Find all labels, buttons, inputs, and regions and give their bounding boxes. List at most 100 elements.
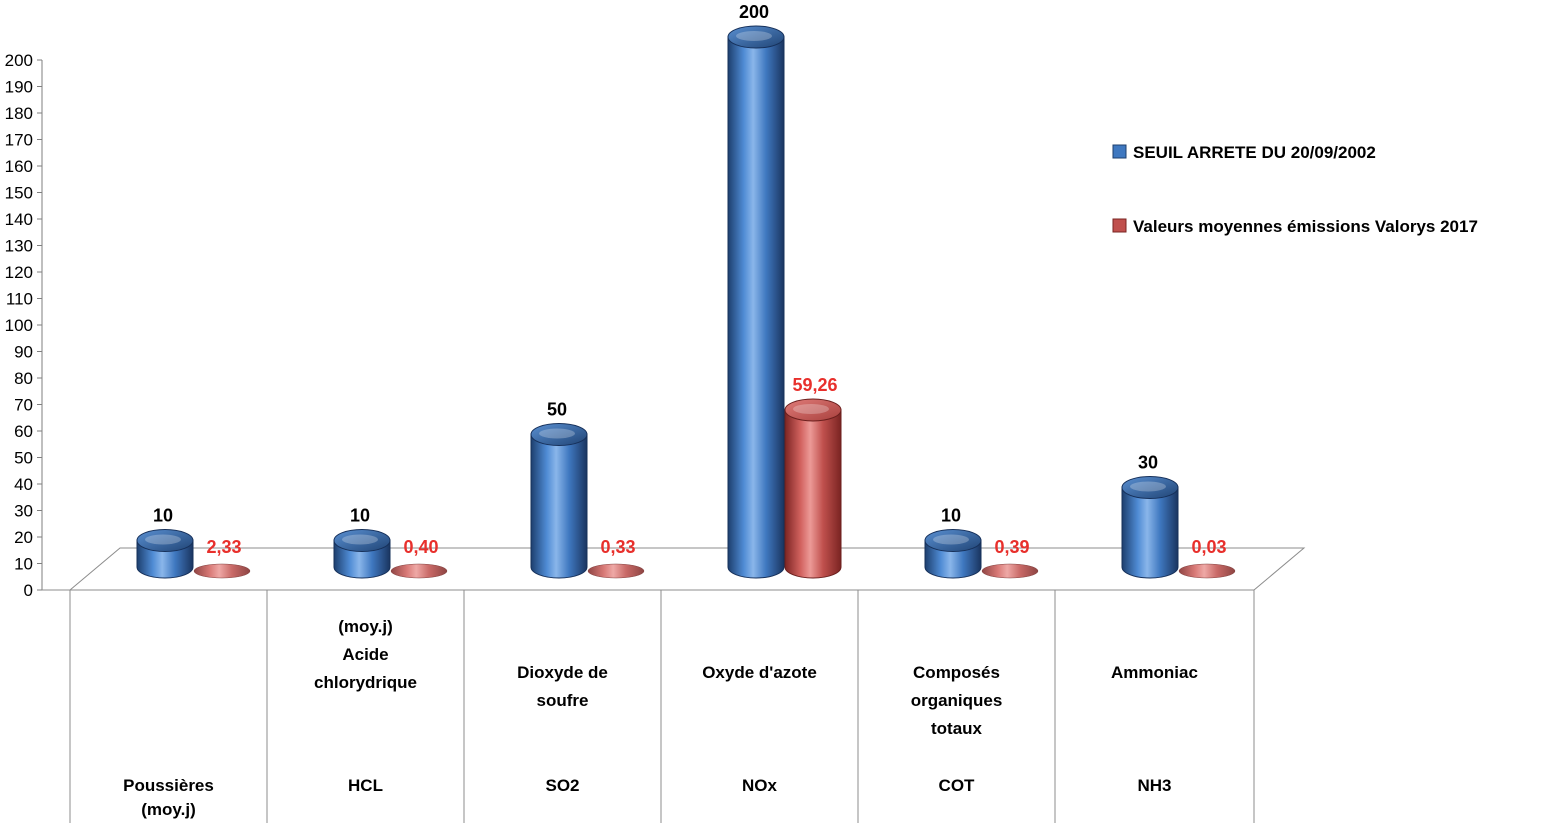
bar-top-shine (539, 428, 575, 439)
y-tick-label: 40 (14, 475, 33, 494)
legend-label-series-2: Valeurs moyennes émissions Valorys 2017 (1133, 217, 1478, 236)
bar-top (530, 423, 588, 446)
category-code: Poussières (123, 776, 214, 795)
category-cell-1: (moy.j) Acide chlorydrique HCL (314, 617, 417, 795)
bar-body (784, 409, 842, 579)
category-name-line: organiques (911, 691, 1003, 710)
bar-valorys-1 (390, 563, 448, 579)
bar-top (727, 25, 785, 49)
category-table: Poussières (moy.j) (moy.j) Acide chlorydriqu… (69, 590, 1255, 823)
bar-body (530, 434, 588, 579)
y-tick-label: 120 (5, 263, 33, 282)
category-name-line: chlorydrique (314, 673, 417, 692)
category-cell-5: Ammoniac NH3 (1111, 663, 1198, 795)
y-tick-label: 200 (5, 51, 33, 70)
bar-valorys-2 (587, 563, 645, 579)
bar-valorys-5 (1178, 563, 1236, 579)
y-tick-label: 130 (5, 237, 33, 256)
bar-top-shine (342, 534, 378, 545)
bar-seuil-5 (1121, 476, 1179, 579)
bar-body (1121, 487, 1179, 579)
bar-valorys-3 (784, 398, 842, 579)
y-tick-label: 140 (5, 210, 33, 229)
legend: SEUIL ARRETE DU 20/09/2002 Valeurs moyen… (1112, 143, 1478, 236)
bar-disk (981, 563, 1039, 579)
data-label-seuil: 10 (153, 506, 173, 526)
category-code: SO2 (545, 776, 579, 795)
y-axis: 0 10 20 30 40 50 60 70 80 90 100 110 120 130 140 150 160… (5, 51, 43, 600)
bar-disk (587, 563, 645, 579)
category-name-line: soufre (537, 691, 589, 710)
y-tick-label: 70 (14, 396, 33, 415)
bar-disk (193, 563, 251, 579)
bar-top (924, 529, 982, 552)
category-code: HCL (348, 776, 383, 795)
y-tick-label: 30 (14, 502, 33, 521)
data-label-valorys: 0,33 (600, 537, 635, 557)
bars (136, 25, 1236, 579)
category-name-line: totaux (931, 719, 983, 738)
category-name-line: (moy.j) (338, 617, 392, 636)
bar-top (1121, 476, 1179, 499)
bar-top (136, 529, 194, 552)
y-tick-label: 10 (14, 555, 33, 574)
category-cell-2: Dioxyde de soufre SO2 (517, 663, 608, 795)
bar-seuil-4 (924, 529, 982, 579)
data-label-valorys: 0,39 (994, 537, 1029, 557)
category-name-line: Acide (342, 645, 388, 664)
bar-top-shine (736, 31, 772, 41)
y-tick-label: 110 (6, 290, 33, 309)
bar-top (333, 529, 391, 552)
y-tick-label: 0 (24, 581, 33, 600)
y-tick-label: 180 (5, 104, 33, 123)
legend-item-series-1: SEUIL ARRETE DU 20/09/2002 (1112, 143, 1376, 162)
category-code: NOx (742, 776, 778, 795)
bar-top-shine (145, 534, 181, 545)
bar-valorys-0 (193, 563, 251, 579)
category-code: (moy.j) (141, 800, 195, 819)
category-name-line: Oxyde d'azote (702, 663, 817, 682)
y-tick-label: 80 (14, 369, 33, 388)
legend-swatch-red (1112, 218, 1127, 233)
y-tick-label: 50 (14, 449, 33, 468)
legend-swatch-blue (1112, 144, 1127, 159)
legend-item-series-2: Valeurs moyennes émissions Valorys 2017 (1112, 217, 1478, 236)
bar-top-shine (1130, 481, 1166, 492)
data-label-seuil: 30 (1138, 453, 1158, 473)
category-name-line: Dioxyde de (517, 663, 608, 682)
category-name-line: Ammoniac (1111, 663, 1198, 682)
y-tick-label: 90 (14, 343, 33, 362)
bar-body (727, 36, 785, 579)
category-cell-4: Composés organiques totaux COT (911, 663, 1003, 795)
bar-top-shine (793, 403, 829, 414)
bar-seuil-1 (333, 529, 391, 579)
data-labels: 10 2,33 10 0,40 50 0,33 200 59,26 10 0,39 30 0,03 (153, 2, 1227, 557)
y-tick-label: 20 (14, 528, 33, 547)
data-label-seuil: 200 (739, 2, 769, 22)
data-label-seuil: 10 (350, 506, 370, 526)
bar-top (784, 398, 842, 422)
data-label-seuil: 10 (941, 506, 961, 526)
category-cell-3: Oxyde d'azote NOx (702, 663, 817, 795)
y-tick-label: 190 (5, 78, 33, 97)
bar-seuil-2 (530, 423, 588, 579)
data-label-seuil: 50 (547, 400, 567, 420)
data-label-valorys: 0,03 (1191, 537, 1226, 557)
data-label-valorys: 59,26 (792, 375, 837, 395)
bar-seuil-3 (727, 25, 785, 579)
category-name-line: Composés (913, 663, 1000, 682)
legend-label-series-1: SEUIL ARRETE DU 20/09/2002 (1133, 143, 1376, 162)
y-tick-label: 160 (5, 157, 33, 176)
bar-seuil-0 (136, 529, 194, 579)
floor-plane (68, 547, 1306, 591)
y-tick-label: 170 (5, 131, 33, 150)
bar-valorys-4 (981, 563, 1039, 579)
y-tick-label: 100 (5, 316, 33, 335)
data-label-valorys: 2,33 (206, 537, 241, 557)
bar-disk (1178, 563, 1236, 579)
category-cell-0: Poussières (moy.j) (123, 776, 214, 819)
bar-disk (390, 563, 448, 579)
y-tick-label: 60 (14, 422, 33, 441)
bar-top-shine (933, 534, 969, 545)
category-code: NH3 (1137, 776, 1171, 795)
